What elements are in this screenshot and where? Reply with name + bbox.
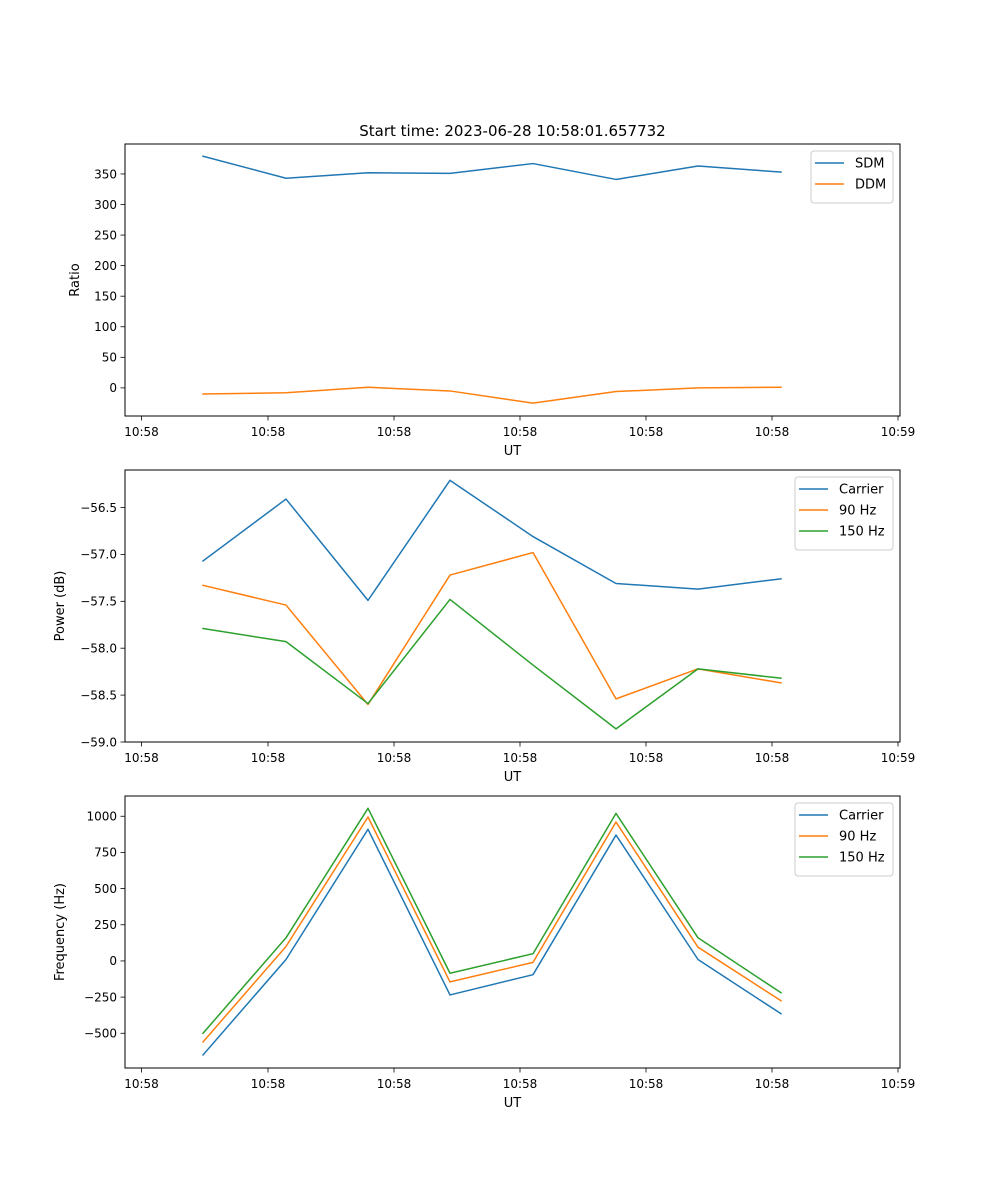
y-axis-label: Power (dB) (53, 571, 68, 642)
legend-label: Carrier (839, 483, 884, 498)
x-axis-label: UT (504, 444, 522, 459)
x-tick-label: 10:59 (881, 751, 916, 765)
chart-title: Start time: 2023-06-28 10:58:01.657732 (359, 122, 665, 140)
legend-label: 90 Hz (839, 830, 876, 845)
legend: SDM DDM (810, 150, 894, 204)
legend-label: 90 Hz (839, 504, 876, 519)
y-tick-label: 100 (94, 320, 117, 334)
x-tick-label: 10:58 (755, 425, 790, 439)
x-tick-label: 10:58 (629, 751, 664, 765)
x-tick-label: 10:58 (251, 1077, 286, 1091)
x-tick-label: 10:58 (503, 1077, 538, 1091)
x-tick-label: 10:58 (377, 1077, 412, 1091)
x-tick-label: 10:58 (377, 425, 412, 439)
axes-frame (124, 143, 901, 417)
y-tick-label: −56.5 (80, 501, 117, 515)
legend: Carrier 90 Hz 150 Hz (794, 802, 894, 877)
legend: Carrier 90 Hz 150 Hz (794, 476, 894, 551)
x-tick-label: 10:58 (377, 751, 412, 765)
y-tick-label: 50 (102, 351, 117, 365)
chart-panel-2: 10:58 10:58 10:58 10:58 10:58 10:58 10:59 −59.0… (53, 469, 916, 785)
x-tick-label: 10:58 (124, 751, 159, 765)
chart-panel-3: 10:58 10:58 10:58 10:58 10:58 10:58 10:59 −500 −… (53, 795, 916, 1111)
chart-panel-1: 10:58 10:58 10:58 10:58 10:58 10:58 10:59 0 50 10… (68, 143, 916, 459)
y-tick-label: 0 (109, 954, 117, 968)
series-line-sdm (202, 155, 782, 181)
axes-frame (124, 795, 901, 1069)
y-tick-label: −57.0 (80, 548, 117, 562)
legend-label: SDM (855, 157, 884, 172)
y-tick-label: 0 (109, 381, 117, 395)
series-line-carrier (201, 828, 783, 1057)
legend-label: 150 Hz (839, 851, 885, 866)
y-tick-label: −58.0 (80, 642, 117, 656)
y-tick-label: 750 (94, 846, 117, 860)
y-tick-label: 1000 (86, 810, 117, 824)
x-tick-label: 10:58 (629, 1077, 664, 1091)
legend-label: 150 Hz (839, 525, 885, 540)
series-line-ddm (202, 386, 782, 404)
y-tick-label: 250 (94, 228, 117, 242)
legend-label: DDM (855, 178, 886, 193)
y-tick-label: 350 (94, 167, 117, 181)
x-tick-label: 10:59 (881, 1077, 916, 1091)
x-tick-label: 10:58 (124, 425, 159, 439)
y-tick-label: 250 (94, 918, 117, 932)
x-axis-label: UT (504, 1096, 522, 1111)
y-tick-label: −500 (84, 1027, 117, 1041)
x-tick-label: 10:58 (251, 425, 286, 439)
axes-frame (124, 469, 901, 743)
y-tick-label: 500 (94, 882, 117, 896)
series-line-150-hz (202, 598, 782, 730)
legend-label: Carrier (839, 809, 884, 824)
series-line-90-hz (202, 551, 782, 706)
y-axis-label: Frequency (Hz) (53, 883, 68, 981)
x-tick-label: 10:59 (881, 425, 916, 439)
x-tick-label: 10:58 (251, 751, 286, 765)
series-line-carrier (201, 479, 782, 602)
x-tick-label: 10:58 (503, 751, 538, 765)
y-tick-label: 300 (94, 198, 117, 212)
y-tick-label: 150 (94, 289, 117, 303)
legend-box (810, 150, 894, 204)
x-tick-label: 10:58 (124, 1077, 159, 1091)
x-tick-label: 10:58 (755, 1077, 790, 1091)
series-line-90-hz (201, 816, 783, 1044)
y-tick-label: 200 (94, 259, 117, 273)
series-line-150-hz (201, 807, 783, 1035)
x-axis-label: UT (504, 770, 522, 785)
y-tick-label: −58.5 (80, 688, 117, 702)
x-tick-label: 10:58 (629, 425, 664, 439)
x-tick-label: 10:58 (503, 425, 538, 439)
x-tick-label: 10:58 (755, 751, 790, 765)
y-tick-label: −59.0 (80, 735, 117, 749)
y-tick-label: −250 (84, 990, 117, 1004)
y-axis-label: Ratio (68, 263, 83, 296)
y-tick-label: −57.5 (80, 595, 117, 609)
